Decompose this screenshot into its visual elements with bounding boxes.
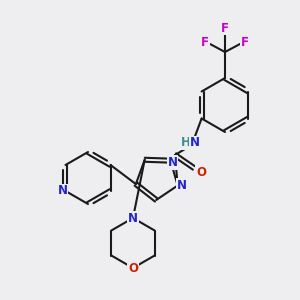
Text: F: F — [241, 35, 249, 49]
Text: N: N — [167, 156, 178, 169]
Text: F: F — [201, 35, 209, 49]
Text: F: F — [221, 22, 229, 34]
Text: O: O — [196, 166, 206, 178]
Text: N: N — [190, 136, 200, 149]
Text: N: N — [177, 179, 187, 192]
Text: N: N — [58, 184, 68, 197]
Text: N: N — [128, 212, 138, 224]
Text: H: H — [181, 136, 191, 149]
Text: O: O — [128, 262, 138, 275]
